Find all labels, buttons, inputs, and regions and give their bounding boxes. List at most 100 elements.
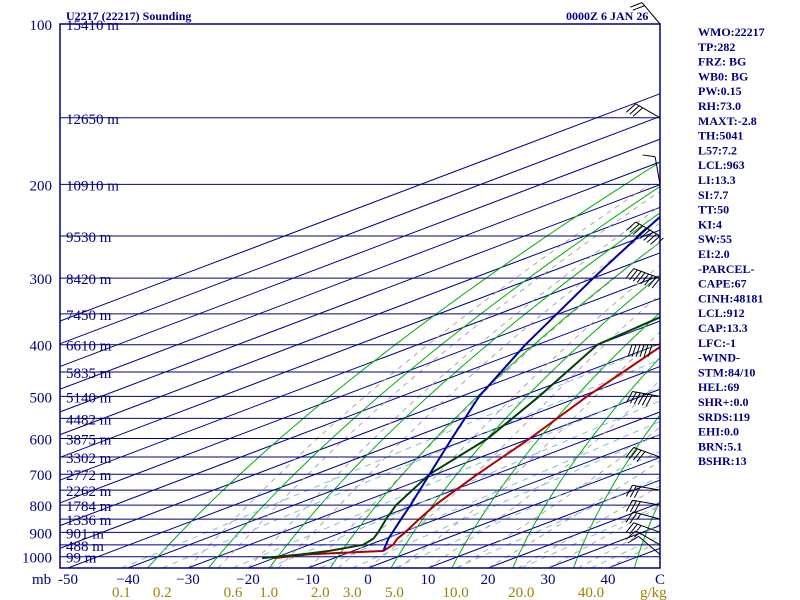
index-entry: RH:73.0 xyxy=(698,99,741,113)
height-label: 5140 m xyxy=(66,390,112,406)
wind-barb-staff xyxy=(633,447,661,458)
index-entry: L57:7.2 xyxy=(698,143,737,157)
pressure-tick-label: 700 xyxy=(30,468,53,484)
wind-barb-staff xyxy=(635,103,661,119)
dry-adiabat-line xyxy=(390,274,660,568)
wind-barb-staff xyxy=(632,390,661,397)
wind-barb-flag xyxy=(632,271,642,282)
isotherm-line xyxy=(60,184,660,413)
wind-barb-staff xyxy=(654,156,661,185)
wind-barb-flag xyxy=(642,154,656,158)
wind-barb-flag xyxy=(647,276,657,288)
height-label: 1784 m xyxy=(66,499,112,515)
wind-barb-flag xyxy=(647,344,653,357)
plot-frame xyxy=(59,23,661,569)
wind-barb-flag xyxy=(630,2,643,8)
index-entry: FRZ: BG xyxy=(698,55,746,69)
pressure-tick-label: 200 xyxy=(30,178,53,194)
index-entry: STM:84/10 xyxy=(698,365,755,379)
wind-barb-flag xyxy=(636,227,647,237)
height-label: 12650 m xyxy=(66,112,119,128)
wind-barb-flag xyxy=(629,269,638,281)
index-entry: CAPE:67 xyxy=(698,277,747,291)
index-entry: EI:2.0 xyxy=(698,247,730,261)
wind-barb-flag xyxy=(629,391,637,404)
dry-adiabat-line xyxy=(451,312,660,568)
index-entry: EHI:0.0 xyxy=(698,425,739,439)
wind-barb-staff xyxy=(641,2,661,25)
height-label: 8420 m xyxy=(66,272,112,288)
wind-barb-flag xyxy=(633,486,641,499)
mixing-ratio-line xyxy=(121,344,659,568)
wind-barb-flag xyxy=(632,107,644,117)
wind-barb xyxy=(625,390,661,407)
index-entry: SW:55 xyxy=(698,232,732,246)
mixing-ratio-line xyxy=(232,386,660,568)
moist-adiabat-line xyxy=(577,523,660,568)
wind-barb xyxy=(627,535,661,555)
isotherm-line xyxy=(60,275,660,504)
wind-barb-flag xyxy=(629,523,638,535)
pressure-tick-label: 300 xyxy=(30,272,53,288)
wind-barb-flag xyxy=(636,272,646,283)
wind-barb-flag xyxy=(625,268,635,279)
wind-barb-flag xyxy=(633,392,641,405)
index-entry: TP:282 xyxy=(698,40,735,54)
mixing-ratio-line xyxy=(394,451,660,568)
wind-barb-staff xyxy=(633,268,661,279)
pressure-unit-label: mb xyxy=(32,572,51,588)
wind-barb-flag xyxy=(631,344,637,357)
dewpoint-curve xyxy=(262,316,660,560)
mixing-ratio-label: 20.0 xyxy=(508,585,534,600)
isotherm-line xyxy=(60,93,660,322)
wind-barb-flag xyxy=(632,5,645,11)
index-entry: HEL:69 xyxy=(698,380,739,394)
wind-barb-flag xyxy=(639,229,650,239)
height-label: 15410 m xyxy=(66,18,119,34)
wind-barb-flag xyxy=(625,485,633,497)
moist-adiabat-line xyxy=(367,293,660,568)
wind-barb-flag xyxy=(625,511,634,523)
height-label: 488 m xyxy=(66,539,104,555)
wind-barb-flag xyxy=(643,231,654,241)
wind-barb xyxy=(625,511,661,524)
isotherm-line xyxy=(307,434,660,568)
isotherm-line xyxy=(127,365,660,568)
wind-barb-flag xyxy=(644,275,653,286)
wind-barb-flag xyxy=(632,225,644,235)
wind-barb xyxy=(625,522,661,535)
mixing-ratio-label: 0.6 xyxy=(224,585,243,600)
index-entry: -PARCEL- xyxy=(698,262,754,276)
parcel-curve xyxy=(382,215,660,552)
isotherm-line xyxy=(67,343,660,568)
mixing-ratio-label: 0.1 xyxy=(112,585,131,600)
height-label: 5835 m xyxy=(66,366,112,382)
isotherm-line xyxy=(60,115,660,345)
index-entry: BSHR:13 xyxy=(698,454,747,468)
isotherm-line xyxy=(60,161,660,390)
wind-barbs xyxy=(625,2,664,555)
isotherm-line xyxy=(60,138,660,368)
mixing-ratio-label: 0.2 xyxy=(153,585,172,600)
height-label: 99 m xyxy=(66,551,97,567)
temperature-curve xyxy=(273,345,660,560)
index-entry: TT:50 xyxy=(698,203,729,217)
temperature-tick-label: 20 xyxy=(481,572,496,588)
mixing-ratio-label: 3.0 xyxy=(343,585,362,600)
height-label: 2262 m xyxy=(66,484,112,500)
height-label: 9530 m xyxy=(66,230,112,246)
temperature-tick-label: −30 xyxy=(176,572,199,588)
wind-barb xyxy=(625,268,661,289)
pressure-tick-label: 900 xyxy=(30,526,53,542)
wind-barb-flag xyxy=(646,233,657,243)
mixing-ratio-line xyxy=(455,476,660,568)
temperature-tick-label: 40 xyxy=(601,572,616,588)
mixing-ratio-line xyxy=(162,358,660,568)
wind-barb-flag xyxy=(625,499,633,512)
dry-adiabat-line xyxy=(268,212,660,568)
wind-barb-half-flag xyxy=(636,525,642,531)
wind-barb-flag xyxy=(627,535,639,544)
moist-adiabat-line xyxy=(217,190,660,568)
